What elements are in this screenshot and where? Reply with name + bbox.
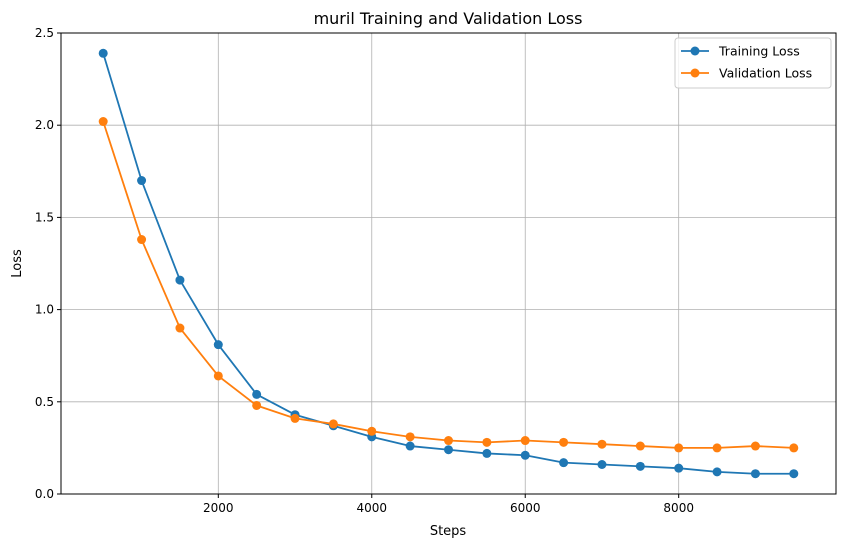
data-point bbox=[175, 323, 185, 333]
data-point bbox=[137, 176, 147, 186]
data-point bbox=[175, 275, 185, 285]
data-point bbox=[328, 419, 338, 429]
data-point bbox=[444, 445, 453, 455]
data-point bbox=[252, 400, 262, 410]
legend-marker bbox=[690, 46, 700, 56]
y-tick-label: 1.0 bbox=[35, 303, 54, 317]
y-tick-label: 0.5 bbox=[35, 395, 54, 409]
legend-box bbox=[674, 37, 832, 89]
data-point bbox=[213, 340, 223, 350]
legend-item: Training Loss bbox=[681, 44, 800, 59]
legend-label: Training Loss bbox=[718, 44, 800, 59]
data-point bbox=[750, 441, 760, 451]
y-tick-label: 2.5 bbox=[35, 26, 54, 40]
data-point bbox=[367, 426, 377, 436]
y-tick-label: 2.0 bbox=[35, 118, 54, 132]
data-point bbox=[482, 448, 492, 458]
legend-marker bbox=[690, 68, 700, 78]
data-point bbox=[597, 439, 607, 449]
legend-item: Validation Loss bbox=[681, 66, 812, 81]
data-point bbox=[674, 443, 684, 453]
x-tick-label: 8000 bbox=[663, 501, 694, 515]
x-tick-label: 6000 bbox=[510, 501, 541, 515]
data-point bbox=[559, 458, 569, 468]
legend-label: Validation Loss bbox=[719, 66, 812, 81]
data-point bbox=[712, 467, 722, 477]
data-point bbox=[444, 436, 453, 446]
data-point bbox=[520, 450, 530, 460]
data-point bbox=[405, 432, 415, 442]
x-tick-label: 4000 bbox=[356, 501, 387, 515]
data-point bbox=[482, 437, 492, 447]
x-tick-label: 2000 bbox=[203, 501, 234, 515]
data-point bbox=[559, 437, 569, 447]
legend: Training Loss Validation Loss bbox=[674, 37, 832, 89]
data-point bbox=[789, 469, 799, 479]
data-point bbox=[597, 459, 607, 469]
data-point bbox=[137, 235, 147, 245]
data-point bbox=[635, 461, 645, 471]
data-point bbox=[98, 117, 108, 127]
y-tick-label: 1.5 bbox=[35, 210, 54, 224]
series-validation-loss bbox=[98, 117, 799, 453]
chart-title: muril Training and Validation Loss bbox=[314, 9, 583, 28]
series-layer bbox=[98, 48, 799, 479]
data-point bbox=[674, 463, 684, 473]
data-point bbox=[405, 441, 415, 451]
data-point bbox=[789, 443, 799, 453]
data-point bbox=[750, 469, 760, 479]
x-axis-label: Steps bbox=[430, 524, 467, 539]
data-point bbox=[213, 371, 223, 381]
y-tick-label: 0.0 bbox=[35, 487, 54, 501]
y-axis-label: Loss bbox=[10, 249, 25, 278]
data-point bbox=[290, 413, 300, 423]
data-point bbox=[712, 443, 722, 453]
axis-ticks: 2000 4000 6000 8000 0.0 0.5 1.0 1.5 2.0 2.5 bbox=[35, 26, 694, 515]
plot-frame bbox=[60, 32, 837, 495]
data-point bbox=[98, 48, 108, 58]
data-point bbox=[520, 436, 530, 446]
data-point bbox=[635, 441, 645, 451]
data-point bbox=[252, 389, 262, 399]
